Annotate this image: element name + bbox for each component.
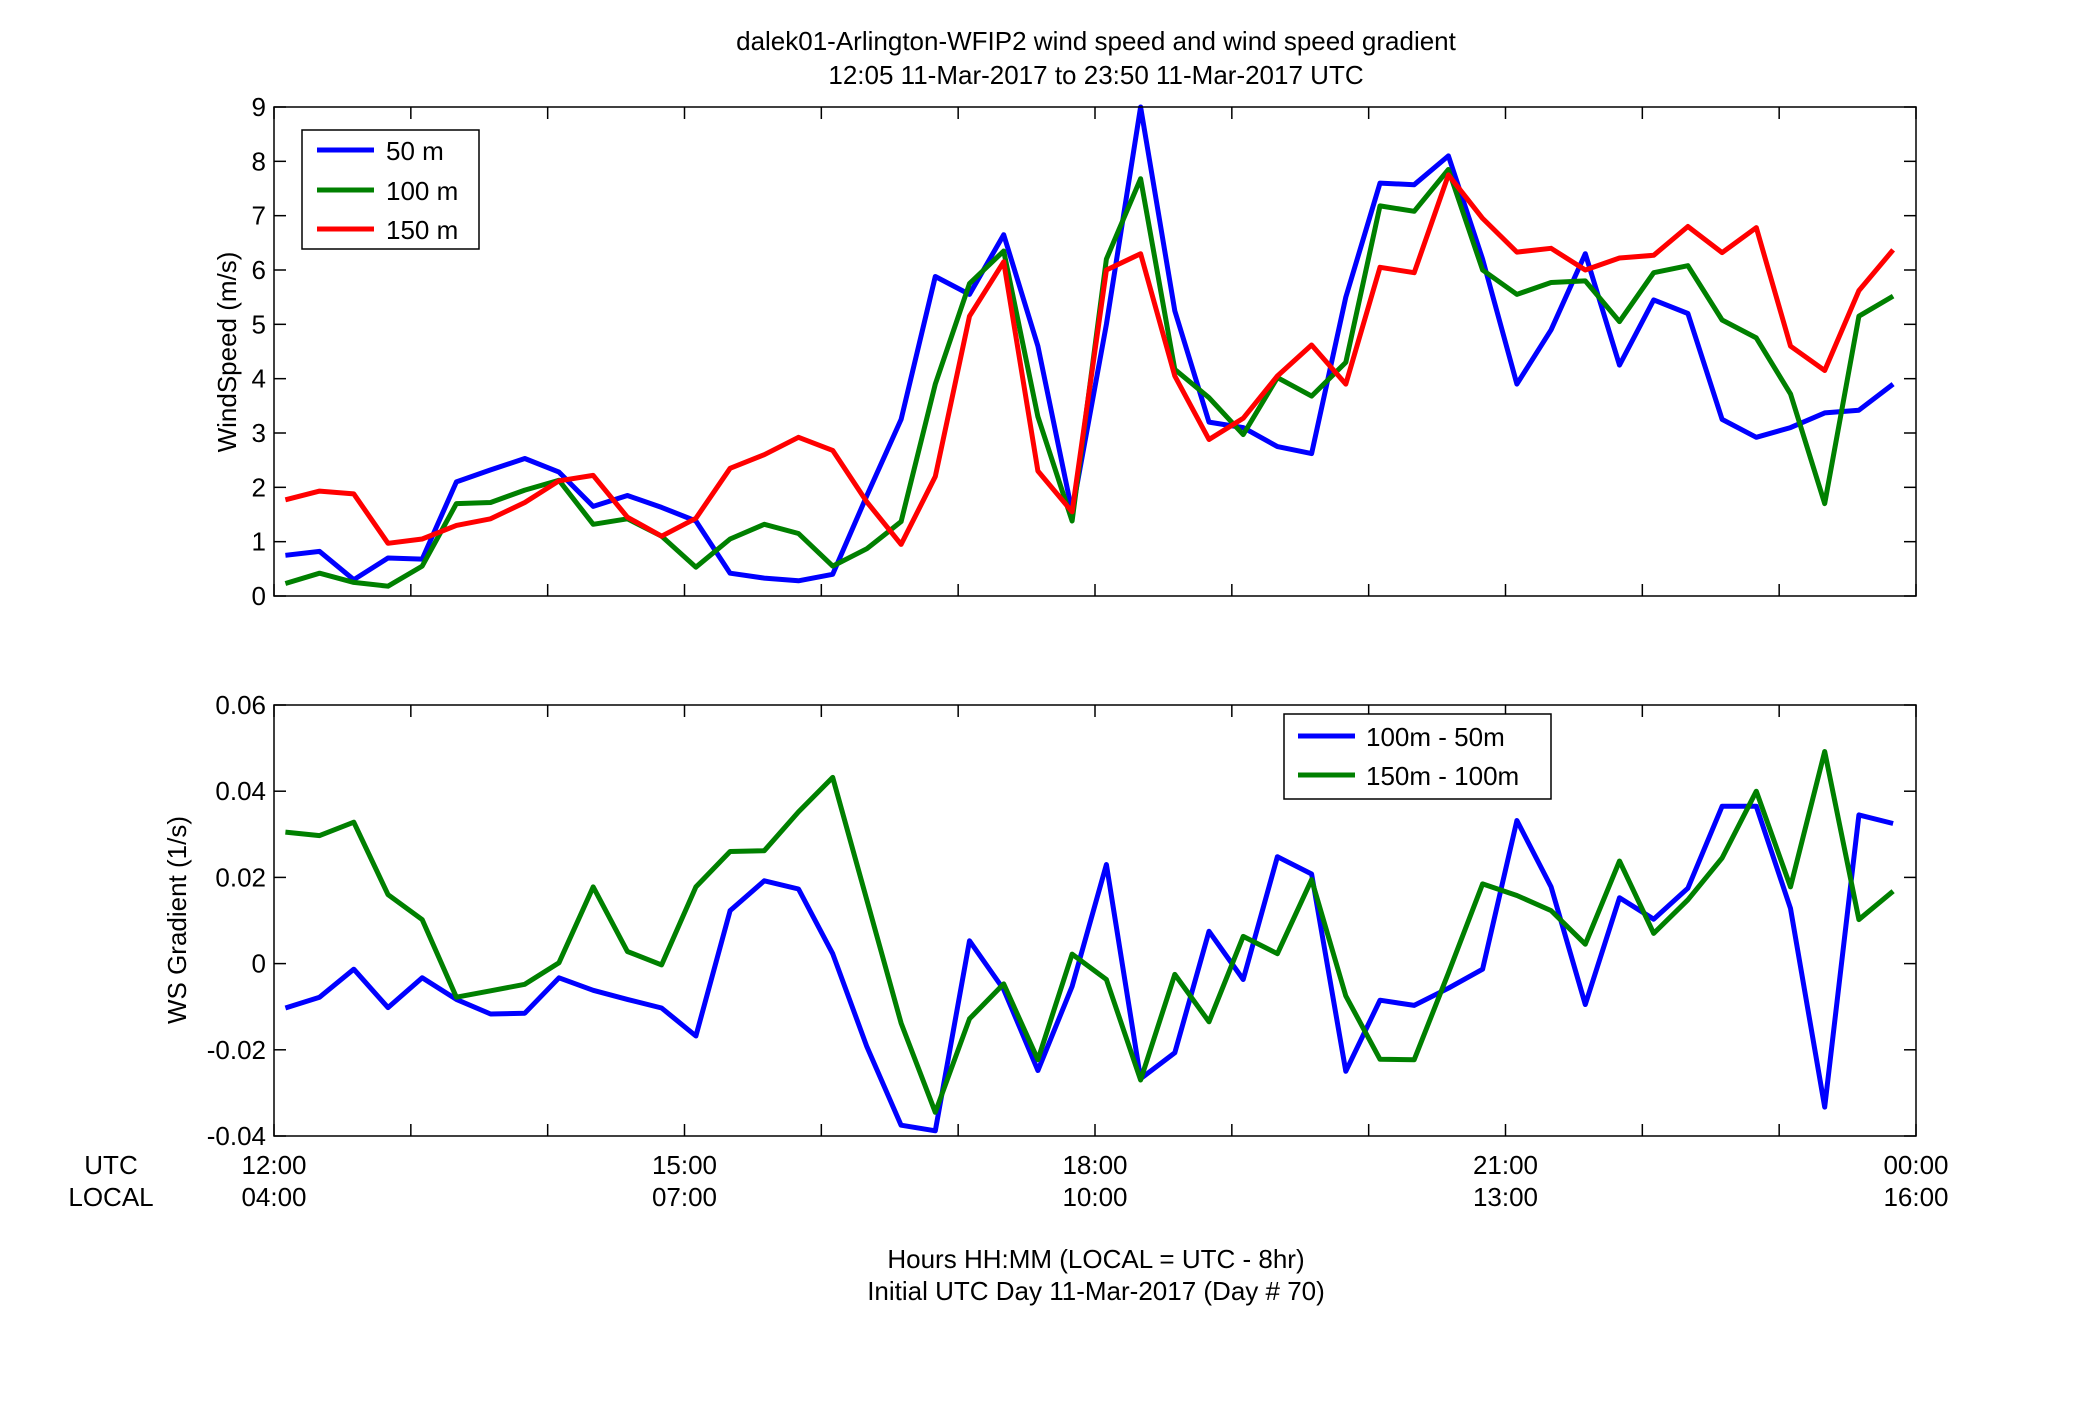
y-tick-label: 7 bbox=[252, 201, 266, 231]
y-tick-label: 3 bbox=[252, 418, 266, 448]
y-tick-label: 1 bbox=[252, 527, 266, 557]
chart-title-line1: dalek01-Arlington-WFIP2 wind speed and w… bbox=[736, 26, 1457, 56]
row-label-utc: UTC bbox=[84, 1150, 137, 1180]
gradient-legend: 100m - 50m 150m - 100m bbox=[1283, 713, 1552, 800]
y-tick-label: 0 bbox=[252, 581, 266, 611]
y-tick-label: -0.04 bbox=[207, 1121, 266, 1151]
windspeed-panel: 0 1 2 3 4 5 6 7 8 9 WindSpeed (m/s) 50 m 100 m 15… bbox=[212, 92, 1917, 611]
windspeed-y-ticks: 0 1 2 3 4 5 6 7 8 9 bbox=[252, 92, 1916, 611]
y-tick-label: 5 bbox=[252, 309, 266, 339]
x-tick-label-local: 07:00 bbox=[652, 1182, 717, 1212]
xlabel-line2: Initial UTC Day 11-Mar-2017 (Day # 70) bbox=[867, 1276, 1325, 1306]
y-tick-label: 0 bbox=[252, 949, 266, 979]
series-line-50m bbox=[285, 104, 1895, 584]
windspeed-series-group bbox=[284, 104, 1896, 589]
y-tick-label: -0.02 bbox=[207, 1035, 266, 1065]
windspeed-ylabel: WindSpeed (m/s) bbox=[212, 252, 242, 453]
x-tick-label-local: 04:00 bbox=[241, 1182, 306, 1212]
windspeed-legend: 50 m 100 m 150 m bbox=[301, 129, 480, 250]
y-tick-label: 4 bbox=[252, 364, 266, 394]
windspeed-x-ticks bbox=[273, 107, 1917, 596]
gradient-panel: -0.04 -0.02 0 0.02 0.04 0.06 WS Gradient (1/s… bbox=[162, 690, 1917, 1151]
y-tick-label: 2 bbox=[252, 472, 266, 502]
legend-label-50m: 50 m bbox=[386, 136, 444, 166]
y-tick-label: 0.04 bbox=[215, 776, 266, 806]
gradient-legend-box bbox=[1283, 713, 1552, 800]
x-tick-label-utc: 21:00 bbox=[1473, 1150, 1538, 1180]
x-tick-label-utc: 00:00 bbox=[1883, 1150, 1948, 1180]
y-tick-label: 9 bbox=[252, 92, 266, 122]
series-line-150m-100m bbox=[285, 749, 1895, 1115]
x-tick-label-local: 16:00 bbox=[1883, 1182, 1948, 1212]
legend-label-100m-50m: 100m - 50m bbox=[1366, 722, 1505, 752]
gradient-y-ticks: -0.04 -0.02 0 0.02 0.04 0.06 bbox=[207, 690, 1916, 1151]
x-tick-label-utc: 18:00 bbox=[1062, 1150, 1127, 1180]
series-line-100m-50m bbox=[284, 803, 1894, 1134]
y-tick-label: 8 bbox=[252, 146, 266, 176]
x-tick-label-utc: 12:00 bbox=[241, 1150, 306, 1180]
xlabel-line1: Hours HH:MM (LOCAL = UTC - 8hr) bbox=[887, 1244, 1304, 1274]
gradient-series-group bbox=[284, 749, 1895, 1134]
x-tick-label-local: 10:00 bbox=[1062, 1182, 1127, 1212]
series-line-150m bbox=[284, 172, 1896, 547]
y-tick-label: 0.02 bbox=[215, 862, 266, 892]
row-label-local: LOCAL bbox=[68, 1182, 153, 1212]
x-tick-label-local: 13:00 bbox=[1473, 1182, 1538, 1212]
legend-label-100m: 100 m bbox=[386, 176, 458, 206]
legend-label-150m-100m: 150m - 100m bbox=[1366, 761, 1519, 791]
gradient-ylabel: WS Gradient (1/s) bbox=[162, 816, 192, 1024]
y-tick-label: 0.06 bbox=[215, 690, 266, 720]
x-tick-label-utc: 15:00 bbox=[652, 1150, 717, 1180]
legend-label-150m: 150 m bbox=[386, 215, 458, 245]
chart-title-line2: 12:05 11-Mar-2017 to 23:50 11-Mar-2017 U… bbox=[828, 60, 1363, 90]
y-tick-label: 6 bbox=[252, 255, 266, 285]
